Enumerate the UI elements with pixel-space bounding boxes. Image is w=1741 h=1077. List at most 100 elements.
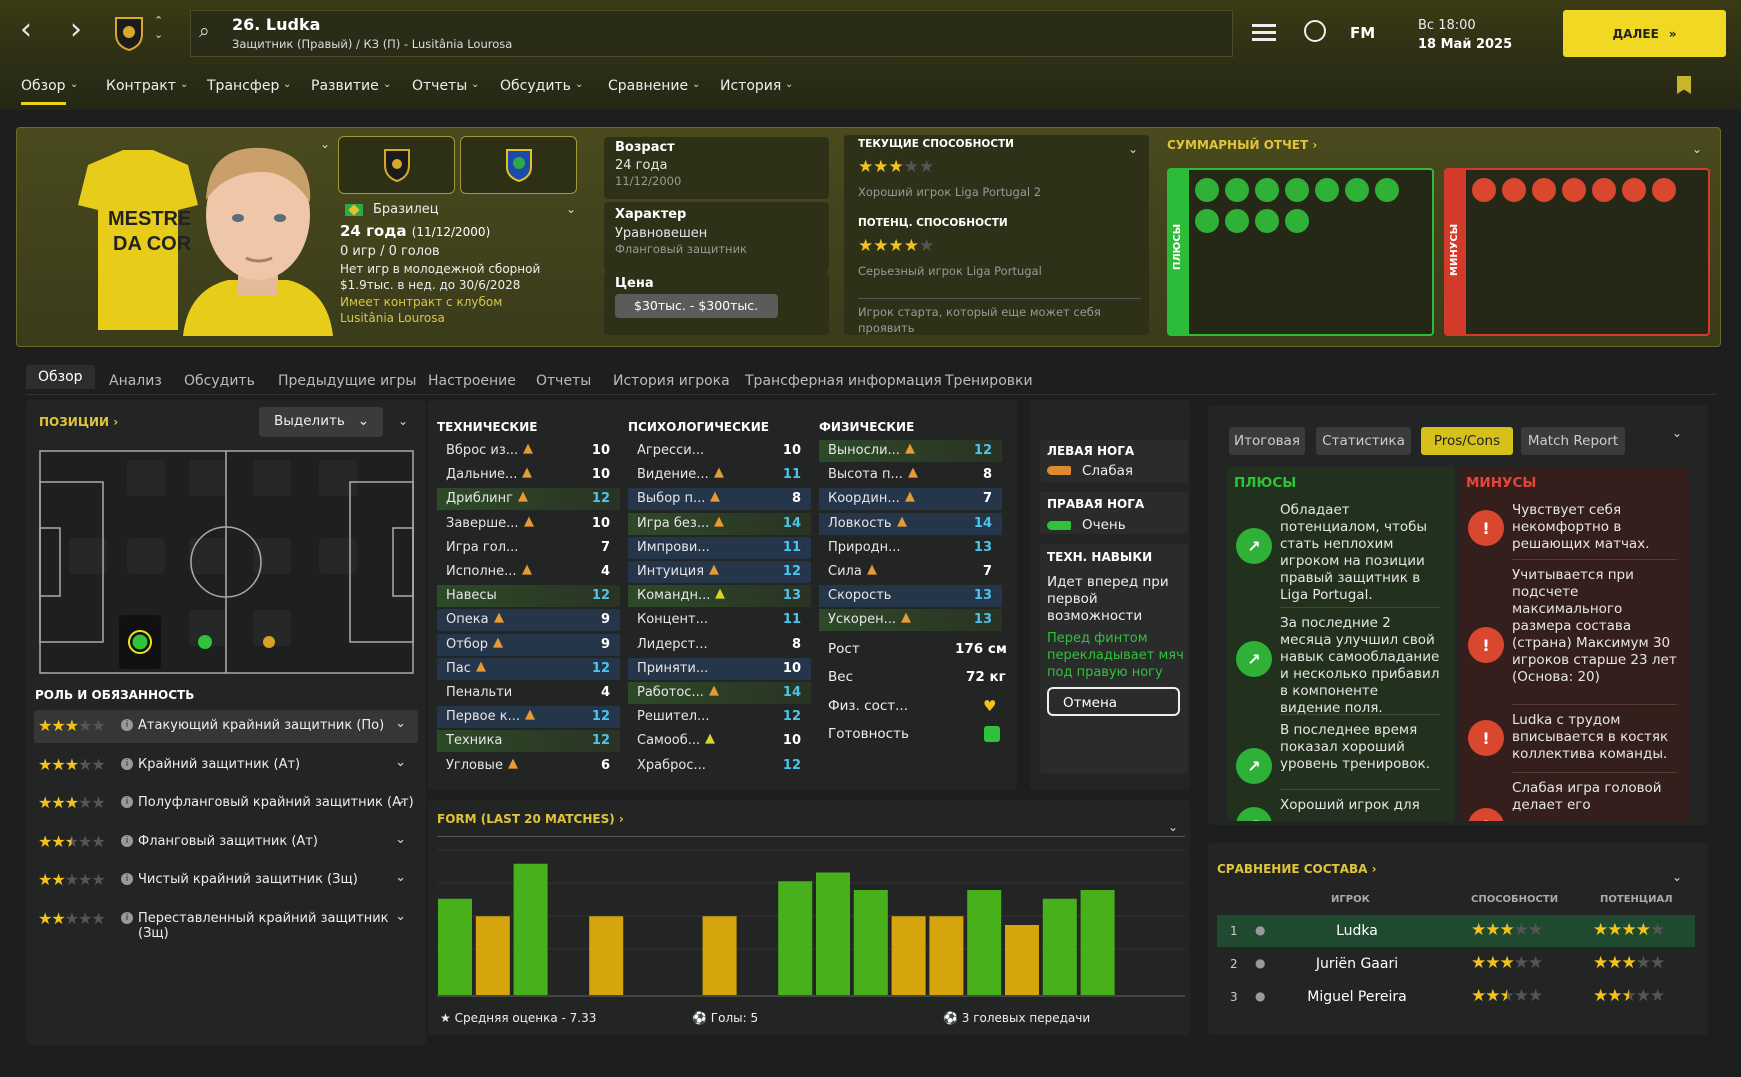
menu-item-2[interactable]: Трансфер <box>207 78 280 94</box>
back-arrow-icon[interactable]: ‹ <box>20 12 32 47</box>
target-icon[interactable] <box>1345 178 1369 202</box>
pen-icon[interactable] <box>1375 178 1399 202</box>
proscons-tab-2[interactable]: Pros/Cons <box>1421 427 1513 455</box>
form-bar[interactable] <box>702 916 737 995</box>
attribute-row[interactable]: Ускорен... ▲ 13 <box>819 609 1002 632</box>
tab-8[interactable]: Тренировки <box>945 373 1033 389</box>
form-bar[interactable] <box>1042 898 1077 995</box>
proscons-tab-0[interactable]: Итоговая <box>1229 427 1305 455</box>
scissors-icon[interactable] <box>1562 178 1586 202</box>
attribute-row[interactable]: Работос... ▲ 14 <box>628 682 811 704</box>
tab-6[interactable]: История игрока <box>613 373 730 389</box>
attribute-row[interactable]: Выбор п... ▲ 8 <box>628 488 811 511</box>
cancel-button[interactable]: Отмена <box>1047 687 1180 716</box>
search-icon[interactable]: ⌕ <box>199 20 210 42</box>
menu-item-0[interactable]: Обзор <box>21 78 66 105</box>
form-bar[interactable] <box>778 881 813 995</box>
medical-icon[interactable] <box>1502 178 1526 202</box>
attribute-row[interactable]: Видение... ▲ 11 <box>628 464 811 486</box>
handshake-icon[interactable] <box>1225 209 1249 233</box>
form-bar[interactable] <box>929 916 964 995</box>
form-title[interactable]: FORM (LAST 20 MATCHES) › <box>437 812 624 826</box>
menu-item-5[interactable]: Обсудить <box>500 78 571 94</box>
club-crest-icon[interactable] <box>112 14 146 52</box>
tab-2[interactable]: Обсудить <box>184 373 255 389</box>
attribute-row[interactable]: Сила ▲ 7 <box>819 561 1002 583</box>
chevron-down-icon[interactable]: ⌄ <box>395 870 406 885</box>
attribute-row[interactable]: Отбор ▲ 9 <box>437 633 620 656</box>
mind-icon[interactable] <box>1315 178 1339 202</box>
attribute-row[interactable]: Приняти... 10 <box>628 657 811 680</box>
attribute-row[interactable]: Лидерст... 8 <box>628 634 811 656</box>
flask-icon[interactable] <box>1652 178 1676 202</box>
ability-dropdown-icon[interactable]: ⌄ <box>1128 142 1139 156</box>
nationality-dropdown-icon[interactable]: ⌄ <box>566 202 577 216</box>
highlight-select[interactable]: Выделить ⌄ <box>259 407 383 437</box>
wave-icon[interactable] <box>1255 209 1279 233</box>
national-team-badge-box[interactable] <box>460 136 577 194</box>
role-row[interactable]: ★★★★★ i Чистый крайний защитник (Зщ) ⌄ <box>34 864 418 897</box>
trend-icon[interactable] <box>1195 178 1219 202</box>
tab-7[interactable]: Трансферная информация <box>745 373 942 389</box>
form-dropdown-icon[interactable]: ⌄ <box>1168 820 1179 834</box>
attribute-row[interactable]: Концент... 11 <box>628 609 811 631</box>
chevron-down-icon[interactable]: ⌄ <box>395 793 406 808</box>
attribute-row[interactable]: Природн... 13 <box>819 537 1002 559</box>
attribute-row[interactable]: Навесы 12 <box>437 585 620 608</box>
attribute-row[interactable]: Высота п... ▲ 8 <box>819 464 1002 486</box>
foot-icon[interactable] <box>1532 178 1556 202</box>
info-icon[interactable] <box>1285 209 1309 233</box>
attribute-row[interactable]: Решител... 12 <box>628 706 811 728</box>
proscons-tab-3[interactable]: Match Report <box>1521 427 1625 455</box>
menu-item-3[interactable]: Развитие <box>311 78 379 94</box>
form-bar[interactable] <box>816 872 850 996</box>
info-icon[interactable]: i <box>121 873 133 885</box>
proscons-dropdown-icon[interactable]: ⌄ <box>1672 426 1683 440</box>
role-row[interactable]: ★★★★★ i Переставленный крайний защитник (З… <box>34 903 418 941</box>
fm-logo[interactable]: FM <box>1350 24 1376 42</box>
attribute-row[interactable]: Агресси... 10 <box>628 440 811 462</box>
info-icon[interactable]: i <box>121 796 133 808</box>
squad-row[interactable]: 2 ● Juriën Gaari ★★★★★ ★★★★★ <box>1217 948 1695 980</box>
star-icon[interactable] <box>1225 178 1249 202</box>
positions-dropdown-icon[interactable]: ⌄ <box>398 414 409 428</box>
up-down-chevron-icon[interactable]: ⌃ ⌄ <box>154 14 164 41</box>
bookmark-icon[interactable] <box>1677 76 1691 94</box>
menu-item-1[interactable]: Контракт <box>106 78 176 94</box>
form-bar[interactable] <box>967 890 1002 995</box>
attribute-row[interactable]: Опека ▲ 9 <box>437 609 620 632</box>
form-bar[interactable] <box>1005 925 1039 995</box>
clipboard-icon[interactable] <box>1622 178 1646 202</box>
pulse-icon[interactable] <box>1195 209 1219 233</box>
attribute-row[interactable]: Командн... ▲ 13 <box>628 585 811 608</box>
form-bar[interactable] <box>438 898 472 995</box>
chevron-down-icon[interactable]: ⌄ <box>395 831 406 847</box>
attribute-row[interactable]: Вброс из... ▲ 10 <box>437 440 620 462</box>
form-bar[interactable] <box>853 890 888 995</box>
summary-title[interactable]: СУММАРНЫЙ ОТЧЕТ › <box>1167 138 1318 152</box>
form-bar[interactable] <box>475 916 510 995</box>
attribute-row[interactable]: Игра без... ▲ 14 <box>628 512 811 535</box>
attribute-row[interactable]: Храброс... 12 <box>628 755 811 777</box>
squad-dropdown-icon[interactable]: ⌄ <box>1672 870 1683 884</box>
attribute-row[interactable]: Первое к... ▲ 12 <box>437 706 620 729</box>
attribute-row[interactable]: Угловые ▲ 6 <box>437 755 620 777</box>
chevron-down-icon[interactable]: ⌄ <box>395 754 406 770</box>
form-bar[interactable] <box>589 916 624 995</box>
info-icon[interactable]: i <box>121 719 133 731</box>
summary-dropdown-icon[interactable]: ⌄ <box>1692 142 1703 156</box>
club-badge-box[interactable] <box>338 136 455 194</box>
positions-title[interactable]: ПОЗИЦИИ › <box>39 415 119 429</box>
attribute-row[interactable]: Самооб... ▲ 10 <box>628 730 811 752</box>
role-row[interactable]: ★★★★★ i Крайний защитник (Ат) ⌄ <box>34 749 418 782</box>
chevron-down-icon[interactable]: ⌄ <box>395 716 406 731</box>
growth-icon[interactable] <box>1285 178 1309 202</box>
menu-item-6[interactable]: Сравнение <box>608 78 689 94</box>
role-row[interactable]: ★★★★★ i Полуфланговый крайний защитник (Ат… <box>34 787 418 820</box>
squad-row[interactable]: 3 ● Miguel Pereira ★★★★★ ★★★★★ <box>1217 981 1695 1013</box>
attribute-row[interactable]: Интуиция ▲ 12 <box>628 561 811 583</box>
pressure-icon[interactable] <box>1472 178 1496 202</box>
photo-dropdown-icon[interactable]: ⌄ <box>320 137 331 151</box>
teamwork-icon[interactable] <box>1592 178 1616 202</box>
form-bar[interactable] <box>513 863 548 995</box>
